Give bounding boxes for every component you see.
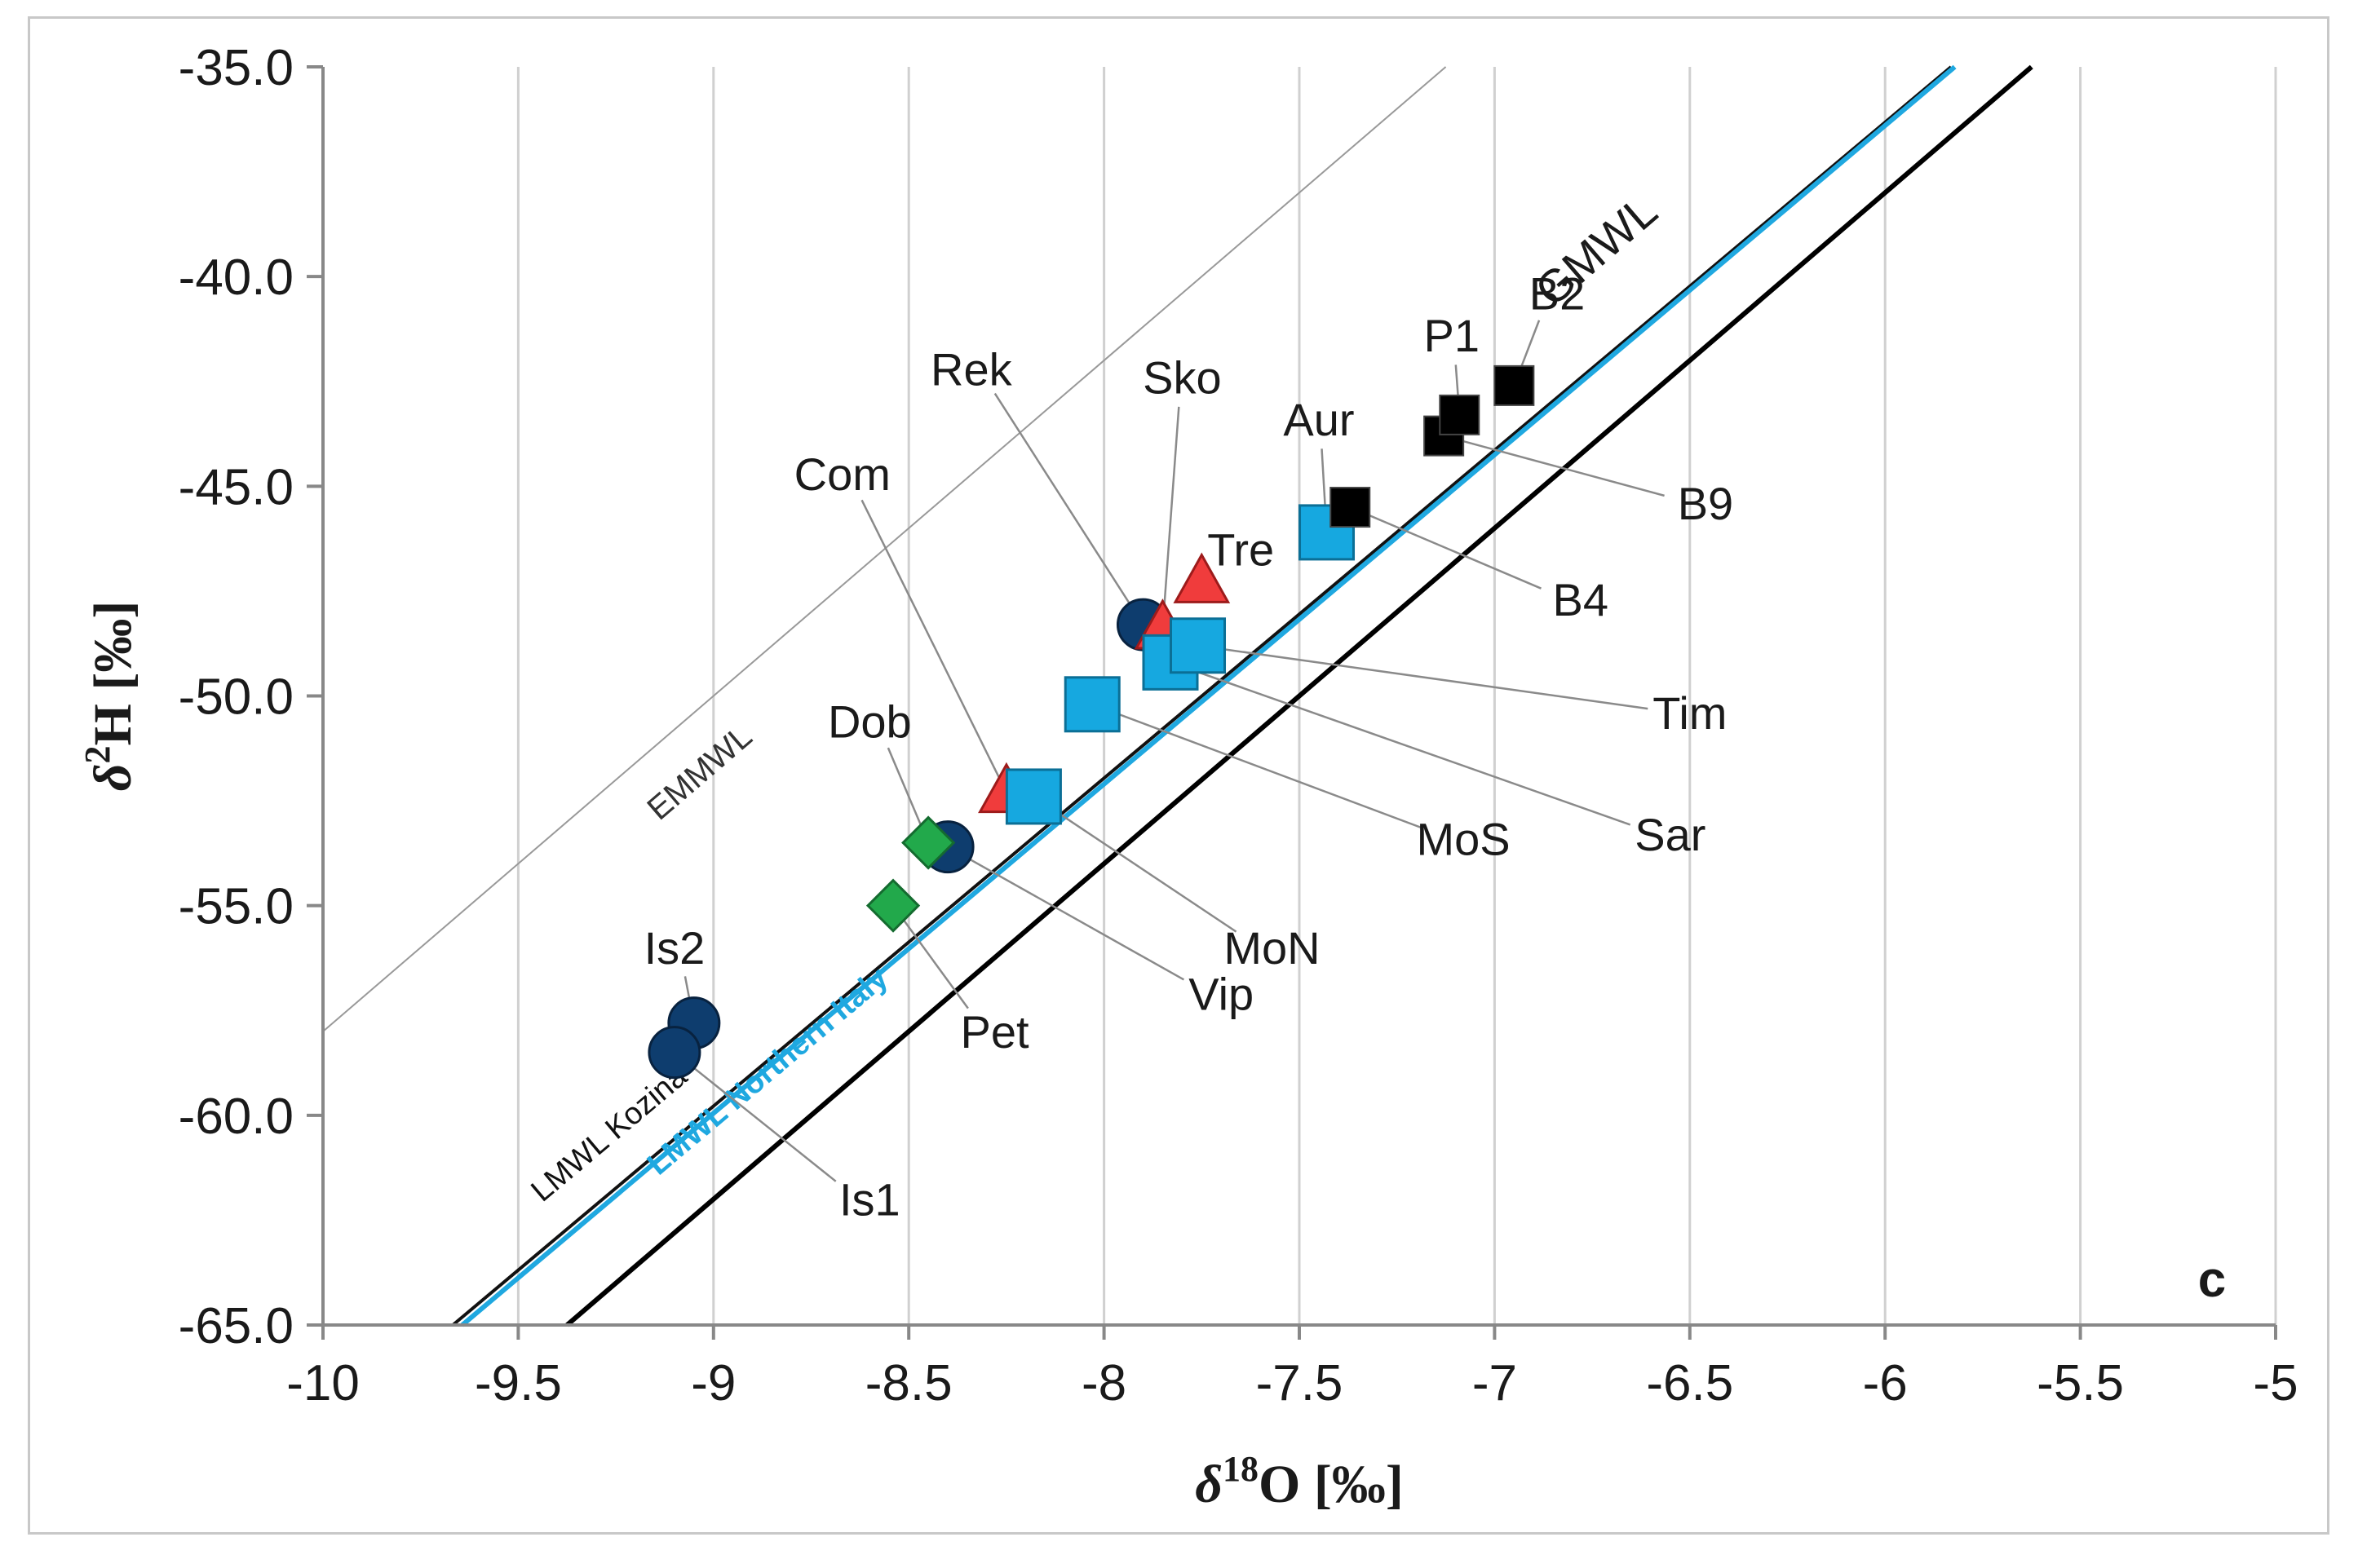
y-tick-label: -45.0 <box>179 459 294 515</box>
x-axis-title-superscript: 18 <box>1223 1449 1259 1489</box>
point-label: P1 <box>1423 310 1480 361</box>
leader-line <box>993 392 1144 625</box>
axes <box>307 65 2277 1340</box>
point-label: MoN <box>1223 922 1320 974</box>
leader-line <box>1349 506 1542 590</box>
point-label: Is1 <box>839 1174 900 1226</box>
y-axis-title: δ2H [‰] <box>77 601 143 792</box>
leader-line <box>1443 435 1665 497</box>
y-axis-title-text: H [‰] <box>83 601 143 746</box>
y-axis-title-delta: δ <box>83 763 143 791</box>
data-point <box>1005 768 1062 825</box>
x-tick-label: -6 <box>1863 1355 1908 1411</box>
leader-line <box>947 846 1185 981</box>
leader-line <box>892 904 969 1009</box>
reference-line-lmwl-kozina <box>451 65 1953 1327</box>
point-label: Aur <box>1283 394 1354 445</box>
data-point <box>648 1026 701 1080</box>
y-tick-label: -65.0 <box>179 1298 294 1354</box>
x-tick-label: -7.5 <box>1256 1355 1343 1411</box>
data-point <box>1493 364 1535 406</box>
point-label: Dob <box>828 696 912 747</box>
leader-line <box>860 499 1008 793</box>
x-axis-title-delta: δ <box>1195 1455 1223 1514</box>
point-label: Pet <box>961 1006 1029 1058</box>
leader-line <box>674 1051 837 1182</box>
label-leader-lines <box>674 320 1665 1182</box>
x-tick-label: -8.5 <box>865 1355 953 1411</box>
leader-line <box>1161 406 1180 629</box>
point-labels: Is2 Is1 Pet Vip Dob Com Rek Sko Tre Aur P1 B2 B9 B4 Ti… <box>644 268 1734 1226</box>
figure-frame <box>28 16 2329 1535</box>
data-point <box>1170 617 1227 674</box>
point-label: B4 <box>1552 574 1608 625</box>
point-label: B9 <box>1678 478 1734 529</box>
point-label: Vip <box>1188 969 1254 1020</box>
data-point <box>901 815 956 870</box>
tick-labels: -10 -9.5 -9 -8.5 -8 -7.5 -7 -6.5 -6 -5.5 -5 -35.0 -4… <box>179 40 2298 1411</box>
point-label: Sko <box>1143 352 1222 404</box>
reference-line-emmwl <box>322 66 1447 1032</box>
point-label: Tre <box>1207 523 1274 575</box>
leader-line <box>1033 795 1237 933</box>
point-label: Tim <box>1652 687 1727 739</box>
panel-letter: c <box>2198 1252 2226 1308</box>
point-label: Rek <box>931 343 1013 395</box>
reference-line-gmwl <box>565 64 2033 1327</box>
point-label: Com <box>794 448 891 500</box>
leader-line <box>1170 661 1631 826</box>
leader-line <box>1091 703 1424 830</box>
data-point <box>1329 487 1371 528</box>
point-label: B2 <box>1529 268 1586 320</box>
x-tick-label: -7 <box>1472 1355 1517 1411</box>
y-tick-label: -40.0 <box>179 250 294 306</box>
x-tick-label: -9.5 <box>475 1355 562 1411</box>
data-point <box>1439 394 1480 435</box>
y-tick-label: -35.0 <box>179 40 294 96</box>
x-tick-label: -9 <box>691 1355 736 1411</box>
y-tick-label: -55.0 <box>179 879 294 935</box>
point-label: Is2 <box>644 922 706 974</box>
x-axis-title-text: O [‰] <box>1259 1455 1404 1514</box>
x-tick-label: -5.5 <box>2037 1355 2124 1411</box>
x-axis-title: δ18O [‰] <box>1195 1449 1404 1514</box>
reference-line-label: EMMWL <box>640 718 759 827</box>
data-point <box>1173 552 1231 603</box>
x-tick-label: -8 <box>1082 1355 1126 1411</box>
leader-line <box>1197 644 1648 710</box>
y-tick-label: -50.0 <box>179 669 294 726</box>
reference-line-lmwl-northern-italy <box>460 64 1957 1327</box>
y-axis-title-superscript: 2 <box>77 745 117 763</box>
y-tick-label: -60.0 <box>179 1089 294 1145</box>
data-point <box>1064 676 1121 733</box>
point-label: MoS <box>1417 813 1511 864</box>
x-tick-label: -6.5 <box>1646 1355 1733 1411</box>
data-point <box>865 878 921 933</box>
x-tick-label: -10 <box>286 1355 360 1411</box>
point-label: Sar <box>1635 809 1705 860</box>
gridlines <box>516 67 2277 1325</box>
data-points <box>648 364 1535 1080</box>
x-tick-label: -5 <box>2253 1355 2298 1411</box>
